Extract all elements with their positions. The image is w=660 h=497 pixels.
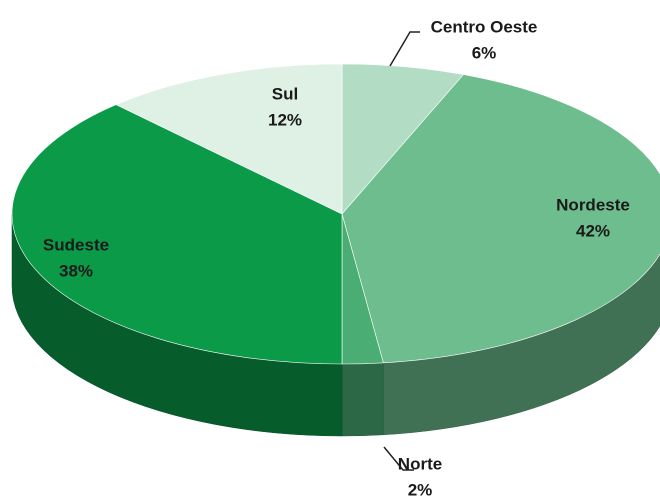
value-label: 42%: [576, 221, 610, 240]
category-label: Sul: [272, 84, 298, 103]
leader-line: [389, 31, 420, 67]
pie-slice: [11, 104, 343, 365]
value-label: 38%: [59, 261, 93, 280]
pie-slice: [341, 63, 465, 215]
category-label: Sudeste: [43, 235, 109, 254]
category-label: Centro Oeste: [431, 17, 538, 36]
pie-slice: [115, 63, 343, 215]
category-label: Norte: [398, 454, 442, 473]
labels: Centro Oeste 6% Nordeste 42% Norte 2% Sudeste 3…: [43, 17, 630, 497]
pie-slice: [341, 74, 660, 364]
value-label: 12%: [268, 110, 302, 129]
value-label: 2%: [408, 480, 433, 497]
leader-line: [383, 446, 414, 471]
category-label: Nordeste: [556, 195, 630, 214]
pie-side: [341, 362, 384, 437]
value-label: 6%: [472, 43, 497, 62]
pie-tops: [11, 63, 660, 365]
